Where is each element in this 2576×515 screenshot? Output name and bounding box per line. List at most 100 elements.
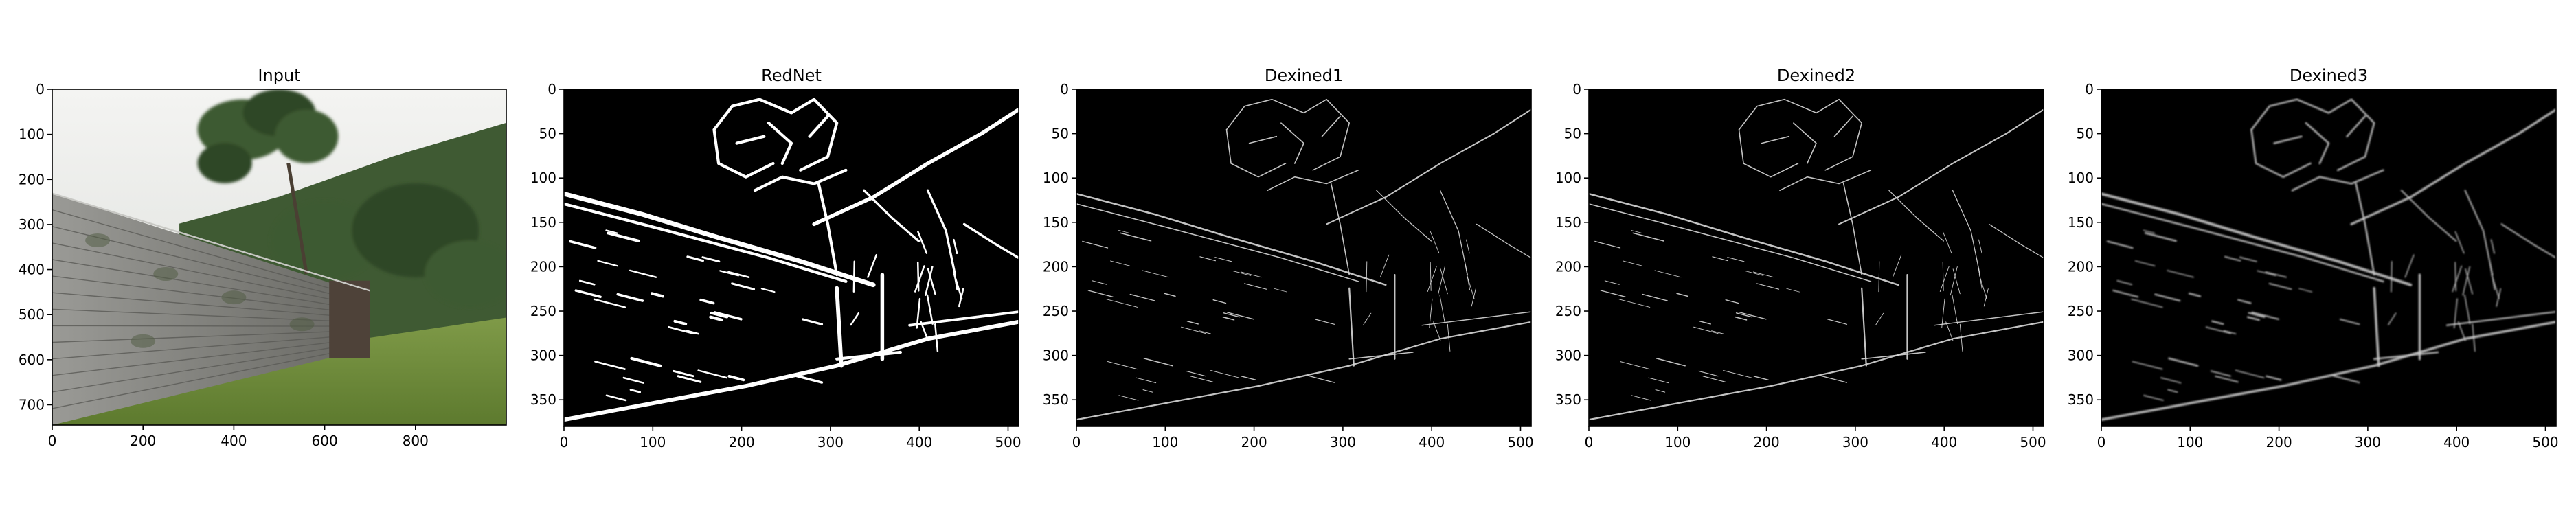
panel-1-title: Input xyxy=(258,66,300,85)
panel-3-edge-4 xyxy=(1348,287,1355,367)
panel-2-edge-15 xyxy=(863,189,920,242)
panel-4-xtick-label-200: 200 xyxy=(1754,434,1780,450)
panel-5-xtick-label-300: 300 xyxy=(2355,434,2381,450)
panel-3-edge-7 xyxy=(1421,311,1531,326)
panel-2: RedNet 0 100 200 300 400 500 0 50 100 150 200 250 300… xyxy=(530,66,1021,450)
panel-2-edge-13 xyxy=(735,135,766,145)
panel-1-ytick-label-500: 500 xyxy=(19,306,45,323)
panel-5-edge-43 xyxy=(2132,360,2163,370)
panel-5-xtick-label-400: 400 xyxy=(2443,434,2470,450)
grass xyxy=(52,317,506,425)
panel-3-edge-42 xyxy=(1190,376,1214,382)
panel-4-ytick-label-250: 250 xyxy=(1555,303,1581,319)
panel-4-edge-4 xyxy=(1861,287,1867,367)
trees xyxy=(197,89,506,308)
panel-2-edge-4 xyxy=(835,286,844,368)
panel-5-edge-52 xyxy=(2452,265,2463,293)
panel-2-edge-46 xyxy=(605,229,618,234)
panel-2-image xyxy=(564,89,1019,426)
panel-5-edge-27 xyxy=(2237,299,2252,304)
panel-4-edge-38 xyxy=(1727,257,1745,262)
panel-2-edge-42 xyxy=(677,375,702,383)
panel-4-frame xyxy=(1588,89,2044,427)
panel-3-edge-46 xyxy=(1118,229,1130,233)
panel-4-edge-56 xyxy=(1892,254,1902,278)
panel-5-edge-14 xyxy=(2355,183,2375,276)
panel-2-ytick-label-200: 200 xyxy=(530,258,556,275)
panel-4-edge-39 xyxy=(1642,293,1668,301)
panel-2-ytick-label-300: 300 xyxy=(530,347,556,364)
panel-4-edge-63 xyxy=(1942,231,1952,254)
panel-3-edge-9 xyxy=(1225,129,1287,178)
panel-5-edge-29 xyxy=(2160,377,2182,384)
panel-2-ytick-label-250: 250 xyxy=(530,303,556,319)
panel-5-ytick-label-350: 350 xyxy=(2068,391,2094,408)
panel-5-edge-37 xyxy=(2332,375,2360,384)
panel-3-edge-11 xyxy=(1280,122,1304,164)
panel-4-edge-11 xyxy=(1793,122,1817,164)
panel-2-edge-3 xyxy=(812,107,1019,227)
panel-3-edge-57 xyxy=(1430,262,1432,291)
panel-5-edge-32 xyxy=(2112,289,2139,298)
panel-3-edge-41 xyxy=(1222,316,1235,321)
panel-3-ytick-label-250: 250 xyxy=(1043,303,1069,319)
panel-4-edge-29 xyxy=(1648,377,1669,384)
panel-2-edge-0 xyxy=(564,191,876,288)
panel-5-edge-47 xyxy=(2235,369,2265,378)
panel-4-edges xyxy=(1589,98,2044,421)
panel-3-edge-51 xyxy=(1232,270,1252,276)
panel-2-edge-31 xyxy=(597,260,618,267)
panel-3-edge-18 xyxy=(1199,330,1212,334)
panel-5-edge-2 xyxy=(2101,320,2556,422)
panel-3-xtick-label-500: 500 xyxy=(1507,434,1533,450)
panel-5-edge-46 xyxy=(2143,229,2156,234)
panel-3-edge-25 xyxy=(1181,326,1206,334)
panel-4-edge-30 xyxy=(1739,312,1767,320)
panel-4-edge-33 xyxy=(1827,319,1848,325)
panel-2-edge-58 xyxy=(925,266,934,296)
panel-4-edge-3 xyxy=(1838,108,2044,225)
panel-3-edge-63 xyxy=(1430,231,1440,254)
panel-3-edge-0 xyxy=(1076,192,1387,286)
panel-4-edge-2 xyxy=(1589,321,2044,421)
panel-3-edge-64 xyxy=(1465,263,1470,290)
panel-1-ytick-label-0: 0 xyxy=(36,81,45,98)
panel-3-xtick-label-400: 400 xyxy=(1419,434,1445,450)
panel-5-edge-51 xyxy=(2257,270,2276,277)
panel-5-edge-66 xyxy=(2391,261,2393,293)
panel-4-edge-15 xyxy=(1888,190,1945,242)
panel-2-edge-60 xyxy=(920,321,929,342)
panel-5-edge-50 xyxy=(2298,288,2313,293)
panel-5-edge-55 xyxy=(2388,312,2397,325)
panel-2-edge-23 xyxy=(607,231,640,242)
panel-2-edge-44 xyxy=(569,240,597,249)
panel-4-ytick-label-0: 0 xyxy=(1572,81,1581,98)
panel-2-ytick-label-350: 350 xyxy=(530,391,556,408)
panel-4-title: Dexined2 xyxy=(1777,66,1855,85)
panel-4-edge-36 xyxy=(1656,358,1686,367)
panel-5-edge-25 xyxy=(2205,326,2231,334)
panel-4-edge-18 xyxy=(1711,330,1724,334)
panel-4-ytick-label-300: 300 xyxy=(1555,347,1581,364)
panel-2-edge-33 xyxy=(802,318,824,325)
panel-4-edge-37 xyxy=(1820,375,1848,383)
panel-3-xtick-label-200: 200 xyxy=(1241,434,1267,450)
panel-3-edge-32 xyxy=(1087,290,1114,297)
panel-3-ytick-label-350: 350 xyxy=(1043,391,1069,408)
panel-4-edge-60 xyxy=(1945,321,1954,341)
panel-3-edge-39 xyxy=(1129,293,1155,301)
panel-2-edges xyxy=(564,98,1019,422)
panel-2-edge-19 xyxy=(673,319,688,325)
panel-2-edge-16 xyxy=(926,189,956,276)
panel-4-edge-28 xyxy=(1676,293,1688,297)
panel-4-edge-17 xyxy=(1988,223,2044,259)
panel-3-edge-29 xyxy=(1136,377,1157,384)
panel-3-ytick-label-300: 300 xyxy=(1043,347,1069,364)
panel-2-edge-1 xyxy=(564,202,848,283)
panel-4-edge-52 xyxy=(1939,266,1950,292)
panel-5-edge-49 xyxy=(2116,280,2133,286)
panel-3-ytick-label-200: 200 xyxy=(1043,258,1069,275)
panel-3-edge-33 xyxy=(1315,319,1335,325)
panel-4-edge-46 xyxy=(1630,229,1642,233)
panel-4-edge-27 xyxy=(1725,299,1739,304)
